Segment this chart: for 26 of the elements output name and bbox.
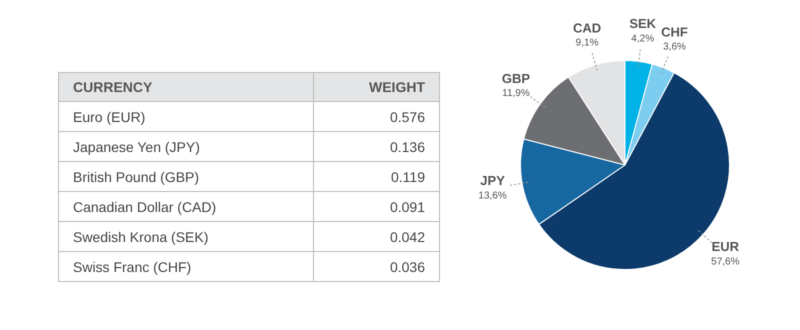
category-label: Canadian Dollar (CAD) bbox=[58, 192, 314, 222]
data-label: 13,6% bbox=[478, 190, 507, 202]
slice-label: CHF bbox=[661, 24, 688, 40]
data-label: 0.036 bbox=[314, 252, 440, 282]
slice-label: GBP bbox=[502, 70, 530, 86]
category-label: British Pound (GBP) bbox=[58, 162, 314, 192]
slice-label: EUR bbox=[712, 239, 740, 254]
text: CURRENCY bbox=[58, 72, 314, 102]
category-label: Euro (EUR) bbox=[58, 102, 314, 132]
data-label: 0.042 bbox=[314, 222, 440, 252]
data-label: 9,1% bbox=[576, 38, 599, 49]
data-label: 57,6% bbox=[711, 256, 740, 268]
data-label: 0.136 bbox=[314, 132, 440, 162]
category-label: Swedish Krona (SEK) bbox=[58, 222, 314, 252]
slice-label: SEK bbox=[629, 16, 657, 32]
data-label: 0.091 bbox=[314, 192, 440, 222]
data-label: 3,6% bbox=[663, 42, 686, 53]
category-label: Japanese Yen (JPY) bbox=[58, 132, 314, 162]
data-label: 0.119 bbox=[314, 162, 440, 192]
slice-label: JPY bbox=[480, 173, 506, 188]
text: WEIGHT bbox=[314, 72, 440, 102]
category-label: Swiss Franc (CHF) bbox=[58, 252, 314, 282]
data-label: 4,2% bbox=[631, 33, 654, 44]
data-label: 11,9% bbox=[502, 88, 530, 100]
data-label: 0.576 bbox=[314, 102, 440, 132]
slice-label: CAD bbox=[572, 20, 602, 36]
